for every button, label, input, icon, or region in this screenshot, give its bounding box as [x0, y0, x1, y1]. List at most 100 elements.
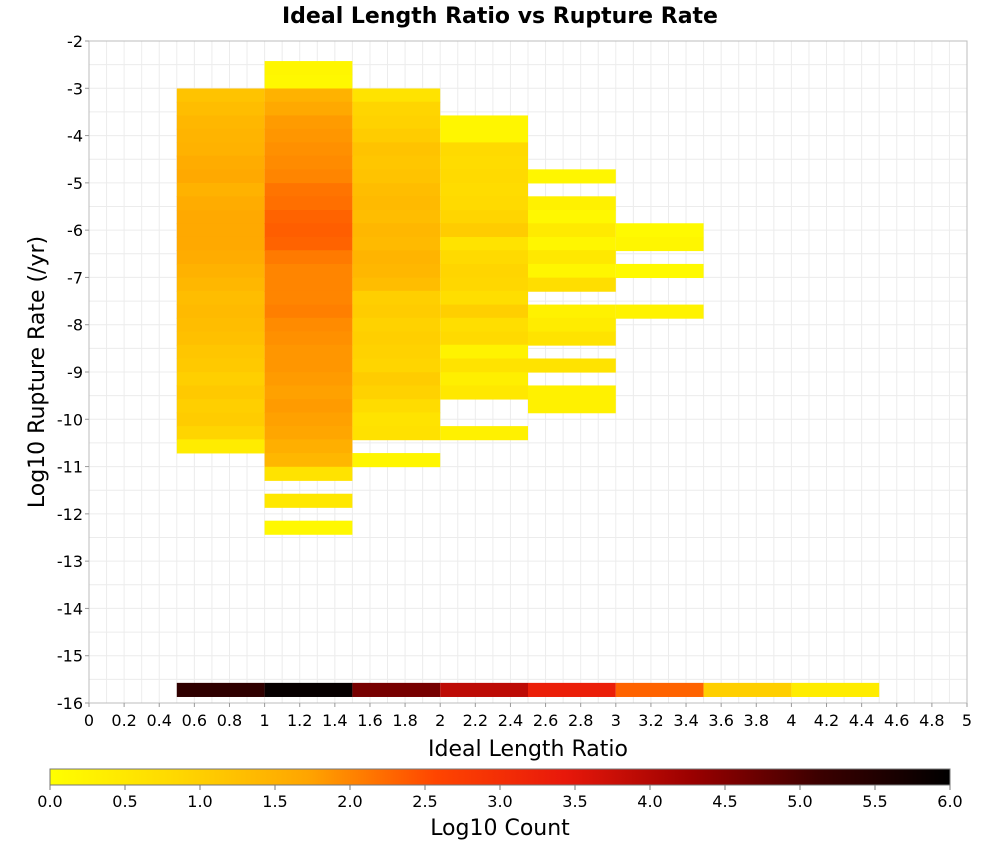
heatmap-cell [352, 317, 441, 332]
heatmap-cell [440, 290, 528, 305]
heatmap-cell [176, 155, 265, 170]
x-tick-label: 2.8 [568, 711, 593, 730]
heatmap-cell [176, 682, 265, 697]
heatmap-cell [528, 250, 616, 265]
heatmap-cell [440, 210, 528, 225]
y-tick-label: -16 [57, 694, 83, 713]
heatmap-cell [176, 250, 265, 265]
heatmap-cell [440, 183, 528, 198]
heatmap-cell [528, 223, 616, 238]
heatmap-cell [264, 493, 353, 508]
heatmap-cell [264, 115, 353, 130]
heatmap-cell [528, 196, 616, 211]
heatmap-cell [176, 426, 265, 441]
x-tick-label: 1.4 [322, 711, 347, 730]
x-tick-label: 4.4 [849, 711, 874, 730]
heatmap-cell [352, 128, 441, 143]
heatmap-cell [440, 250, 528, 265]
heatmap-cell [528, 399, 616, 414]
x-tick-label: 2.2 [463, 711, 488, 730]
heatmap-cell [528, 263, 616, 279]
y-tick-label: -11 [57, 458, 83, 477]
heatmap-cell [176, 236, 265, 252]
heatmap-cell [176, 88, 265, 103]
heatmap-cell [352, 210, 441, 225]
y-tick-label: -13 [57, 552, 83, 571]
heatmap-cell [264, 317, 353, 332]
heatmap-cell [176, 210, 265, 225]
y-tick-label: -3 [67, 79, 83, 98]
colorbar-tick-label: 6.0 [937, 792, 962, 811]
x-tick-label: 5 [962, 711, 972, 730]
colorbar-tick-label: 2.0 [337, 792, 362, 811]
heatmap-cell [615, 263, 704, 279]
heatmap-cell [352, 101, 441, 116]
heatmap-cell [528, 317, 616, 332]
heatmap-cell [264, 263, 353, 279]
heatmap-cell [440, 372, 528, 387]
heatmap-cell [703, 682, 792, 697]
heatmap-cell [264, 236, 353, 252]
y-tick-label: -15 [57, 647, 83, 666]
heatmap-cell [528, 304, 616, 319]
heatmap-cell [352, 290, 441, 305]
heatmap-cell [176, 115, 265, 130]
colorbar-tick-label: 4.0 [637, 792, 662, 811]
heatmap-cell [440, 331, 528, 346]
heatmap-cell [264, 372, 353, 387]
x-tick-label: 1.6 [357, 711, 382, 730]
heatmap-cell [352, 236, 441, 252]
x-tick-label: 0.6 [182, 711, 207, 730]
colorbar-tick-label: 0.5 [112, 792, 137, 811]
heatmap-cell [352, 183, 441, 198]
heatmap-cell [264, 399, 353, 414]
heatmap-cell [176, 331, 265, 346]
heatmap-cell [440, 263, 528, 279]
x-tick-label: 1 [260, 711, 270, 730]
heatmap-cell [264, 439, 353, 454]
x-axis-ticks: 0 0.2 0.4 0.6 0.8 1 1.2 1.4 1.6 1.8 2 2.2 2.4 2.6 2.8 3… [84, 703, 972, 730]
heatmap-cell [264, 210, 353, 225]
heatmap-cell [352, 682, 441, 697]
y-axis-ticks: -2 -3 -4 -5 -6 -7 -8 -9 -10 -11 -12 -13 -14 -15 -16 [57, 32, 89, 713]
heatmap-cell [264, 88, 353, 103]
heatmap-cell [264, 250, 353, 265]
heatmap-cell [440, 682, 528, 697]
heatmap-cell [440, 155, 528, 170]
x-tick-label: 3.8 [744, 711, 769, 730]
y-tick-label: -4 [67, 127, 83, 146]
heatmap-cell [264, 61, 353, 76]
heatmap-cell [440, 277, 528, 292]
heatmap-cell [440, 128, 528, 143]
heatmap-cell [528, 210, 616, 225]
heatmap-cell [176, 223, 265, 238]
heatmap-cell [615, 223, 704, 238]
heatmap-cell [615, 682, 704, 697]
heatmap-cell [176, 317, 265, 332]
heatmap-cell [352, 304, 441, 319]
heatmap-cell [352, 358, 441, 373]
heatmap-cell [176, 372, 265, 387]
y-tick-label: -10 [57, 410, 83, 429]
heatmap-cell [352, 344, 441, 359]
x-tick-label: 4 [786, 711, 796, 730]
heatmap-cell [440, 169, 528, 184]
heatmap-cell [352, 263, 441, 279]
colorbar-tick-label: 3.5 [562, 792, 587, 811]
y-tick-label: -12 [57, 505, 83, 524]
heatmap-cell [264, 101, 353, 116]
heatmap-cell [176, 412, 265, 427]
heatmap-cell [791, 682, 880, 697]
heatmap-cell [264, 74, 353, 89]
heatmap-cell [352, 196, 441, 211]
heatmap-cell [176, 385, 265, 400]
colorbar-tick-label: 4.5 [712, 792, 737, 811]
y-tick-label: -6 [67, 221, 83, 240]
heatmap-cell [264, 223, 353, 238]
heatmap-cell [264, 183, 353, 198]
x-tick-label: 1.2 [287, 711, 312, 730]
heatmap-cell [264, 453, 353, 468]
heatmap-cell [264, 358, 353, 373]
colorbar [49, 768, 951, 786]
heatmap-cell [352, 372, 441, 387]
